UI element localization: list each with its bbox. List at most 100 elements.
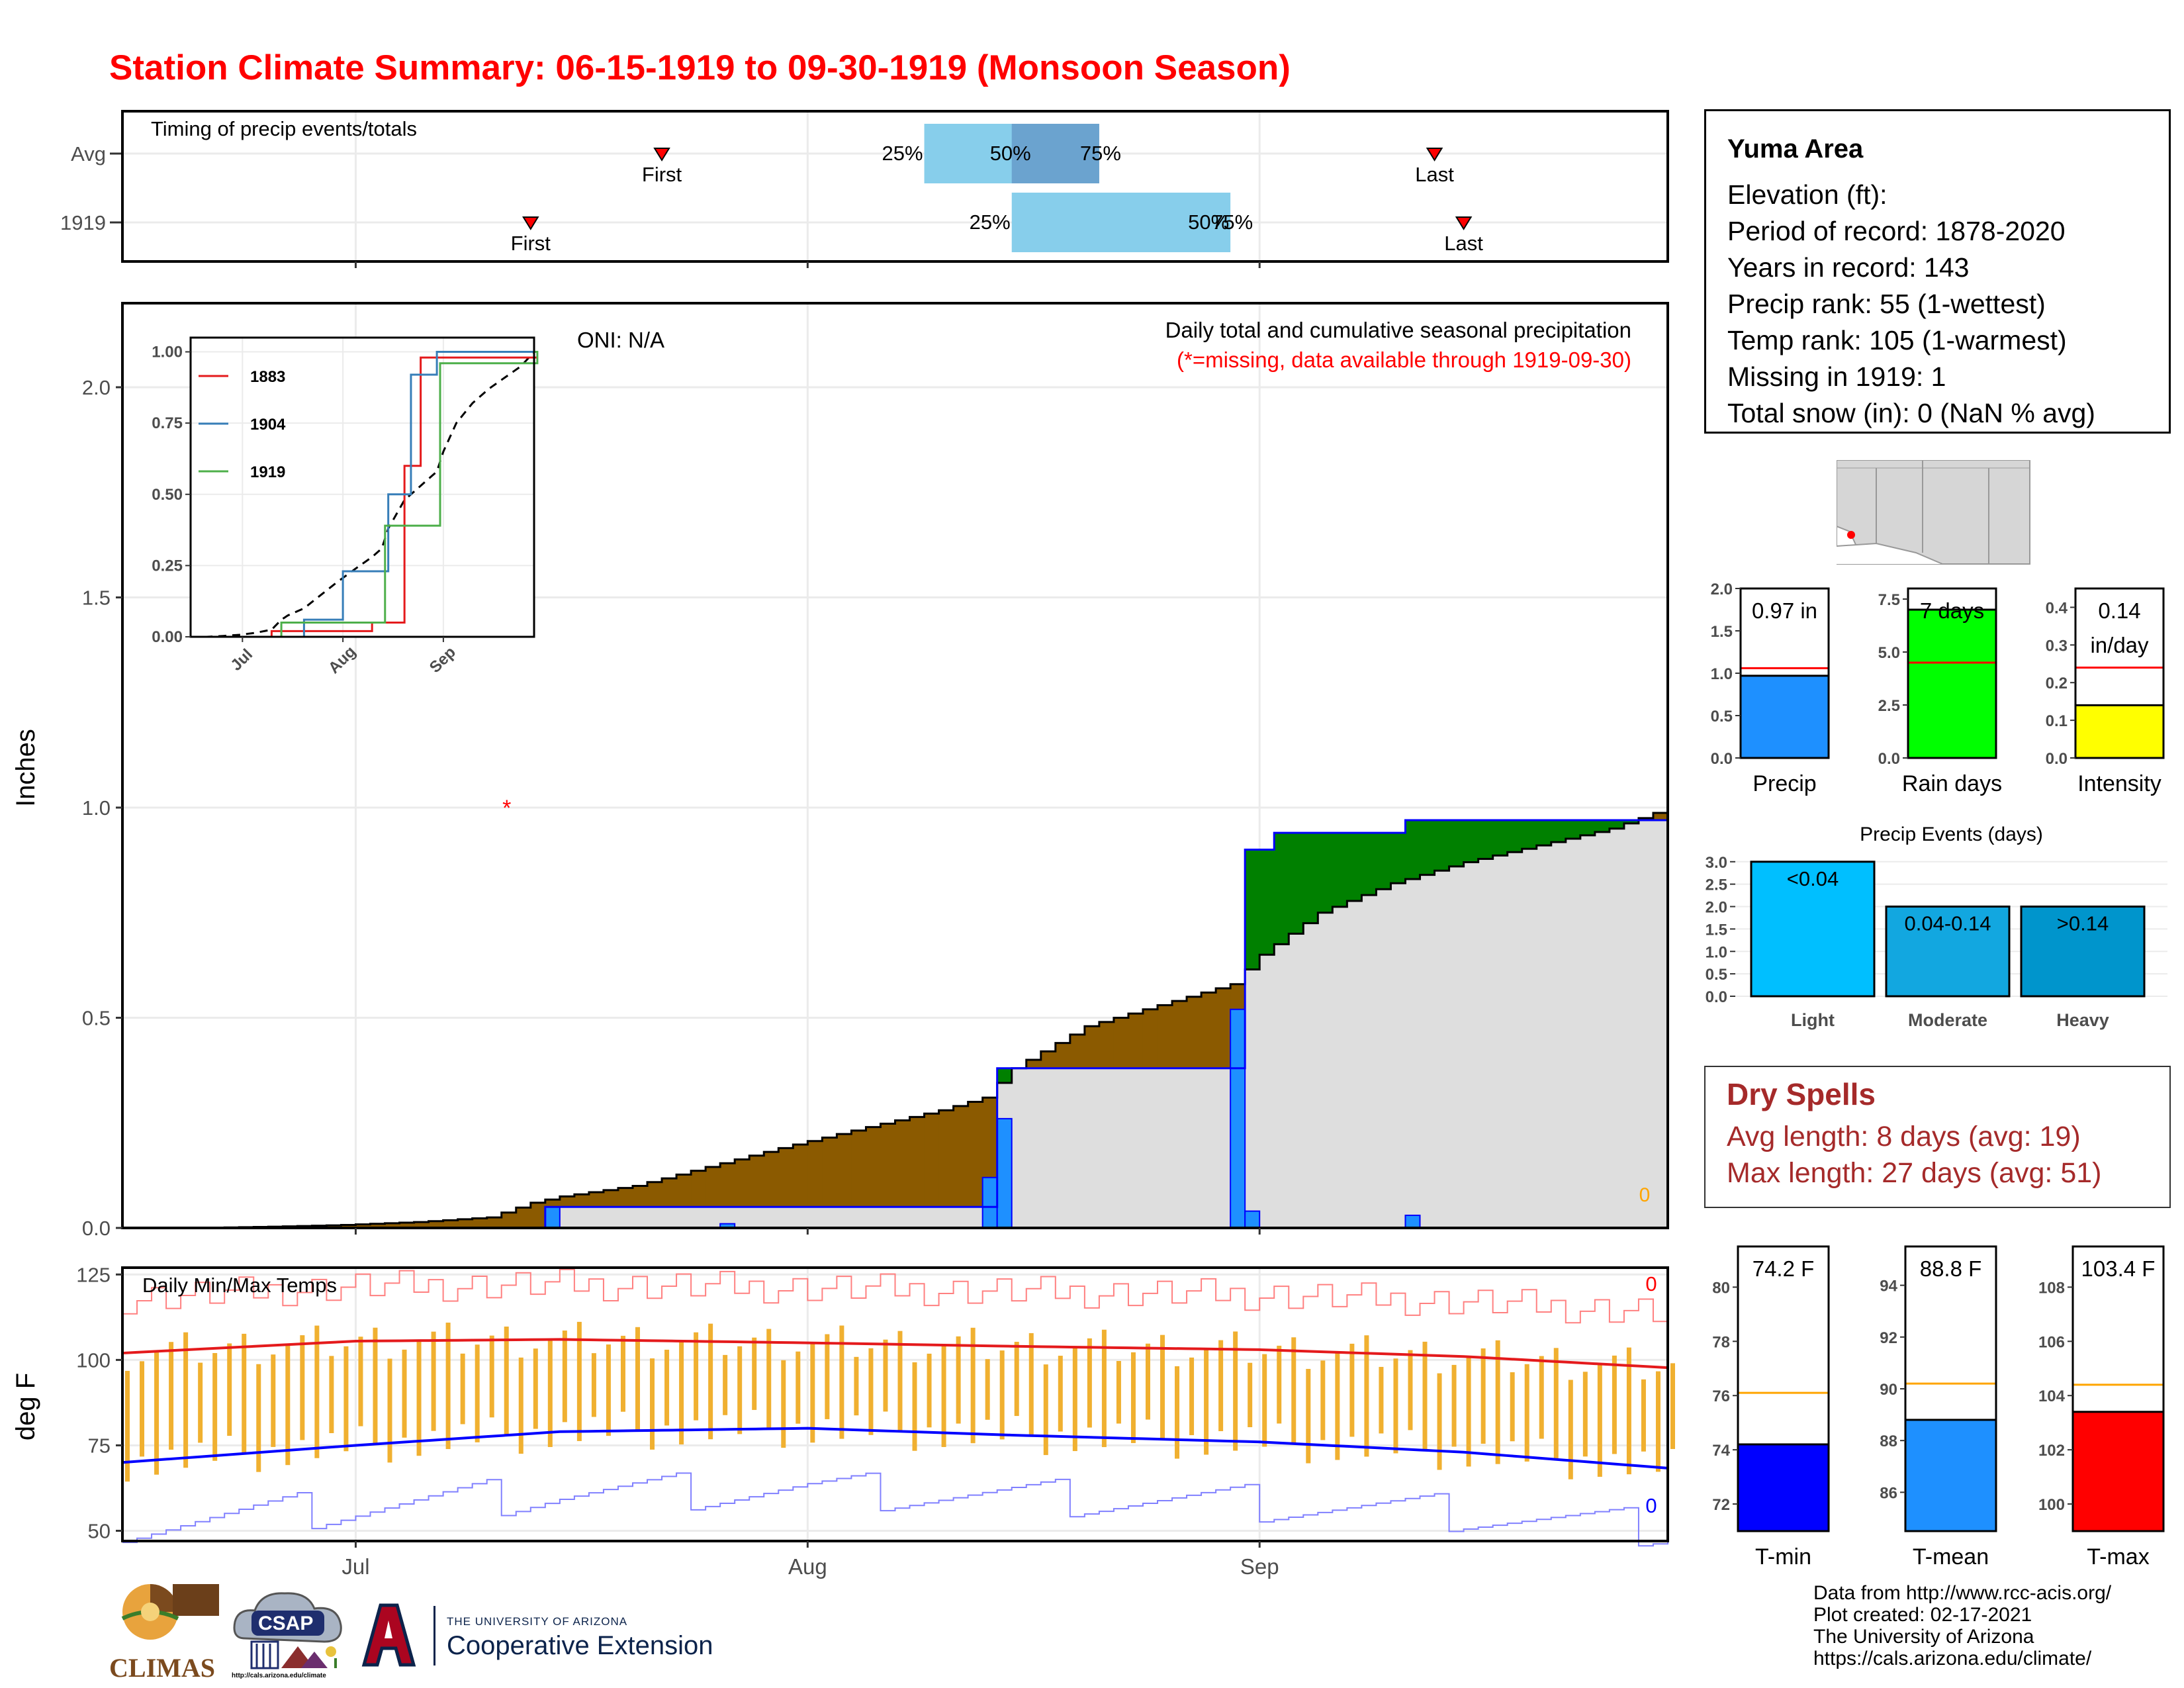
- precip-deficit-segment: [968, 1102, 983, 1207]
- precip-deficit-segment: [778, 1148, 794, 1207]
- summary-y-tick-label: 106: [2038, 1333, 2065, 1351]
- daily-temp-bar: [1335, 1352, 1340, 1460]
- daily-temp-bar: [825, 1334, 830, 1419]
- daily-temp-bar: [1014, 1342, 1019, 1417]
- daily-temp-bar: [504, 1327, 509, 1436]
- daily-temp-bar: [1189, 1357, 1195, 1436]
- timing-label: Timing of precip events/totals: [151, 117, 417, 140]
- events-y-tick-label: 2.0: [1706, 899, 1727, 917]
- temp-x-tick-label: Aug: [788, 1554, 827, 1579]
- temp-frame: [121, 1266, 1669, 1542]
- daily-temp-bar: [1641, 1379, 1646, 1452]
- precip-surplus-segment: [1434, 820, 1450, 871]
- daily-temp-bar: [1480, 1348, 1486, 1444]
- timing-row-label: 1919: [60, 211, 106, 234]
- inset-y-tick-label: 0.75: [152, 414, 183, 432]
- summary-value-label-2: in/day: [2090, 633, 2149, 657]
- record-high-count: 0: [1645, 1272, 1657, 1295]
- daily-temp-bar: [810, 1342, 815, 1443]
- summary-value-bar: [1907, 608, 1997, 759]
- precip-panel: * ONI: N/A Daily total and cumulative seas…: [11, 302, 1669, 1240]
- daily-temp-bar: [1058, 1356, 1063, 1432]
- precip-deficit-segment: [355, 1224, 371, 1228]
- events-y-tick-label: 1.0: [1706, 943, 1727, 961]
- inset-y-tick-label: 0.25: [152, 557, 183, 575]
- precip-surplus-segment: [1522, 820, 1537, 849]
- summary-category-label: Rain days: [1902, 771, 2002, 796]
- daily-temp-bar: [1510, 1372, 1515, 1442]
- ua-line1: THE UNIVERSITY OF ARIZONA: [447, 1615, 628, 1628]
- summary-y-tick-label: 74: [1712, 1442, 1730, 1460]
- summary-y-tick-label: 0.0: [1878, 750, 1900, 768]
- precip-rank-text: Precip rank: 55 (1-wettest): [1727, 289, 2046, 319]
- timing-1919-last-marker-icon: [1455, 216, 1473, 230]
- summary-y-tick-label: 0.0: [2046, 750, 2068, 768]
- temp-y-axis-label: deg F: [11, 1373, 40, 1440]
- precip-deficit-segment: [1026, 1060, 1042, 1068]
- precip-surplus-segment: [1405, 820, 1421, 879]
- summary-y-tick-label: 88: [1880, 1432, 1897, 1450]
- events-bar: [1750, 861, 1876, 998]
- daily-temp-bar: [1262, 1354, 1267, 1447]
- precip-deficit-segment: [662, 1178, 677, 1207]
- daily-temp-bar: [140, 1361, 145, 1457]
- temp-y-tick-label: 75: [88, 1434, 111, 1457]
- summary-value-label: 88.8 F: [1920, 1256, 1982, 1281]
- summary-y-tick-label: 2.0: [1711, 583, 1733, 598]
- events-bar-label: >0.14: [2057, 912, 2109, 935]
- inset-frame: [189, 336, 535, 638]
- daily-temp-bar: [985, 1359, 990, 1420]
- precip-deficit-segment: [559, 1196, 575, 1207]
- daily-temp-bar: [343, 1346, 349, 1452]
- timing-1919-last-label: Last: [1444, 232, 1483, 255]
- precip-surplus-segment: [1318, 833, 1333, 913]
- daily-temp-bar: [358, 1336, 363, 1427]
- events-bar-label: 0.04-0.14: [1905, 912, 1991, 935]
- temp-rank-text: Temp rank: 105 (1-warmest): [1727, 325, 2067, 355]
- precip-deficit-segment: [807, 1141, 823, 1207]
- precip-deficit-segment: [1084, 1026, 1100, 1068]
- precip-surplus-segment: [997, 1068, 1013, 1083]
- timing-avg-p25-label: 25%: [882, 142, 923, 165]
- csap-logo: CSAP http://cals.arizona.edu/climate: [232, 1585, 351, 1685]
- summary-y-tick-label: 104: [2038, 1387, 2066, 1405]
- station-info-box: Yuma Area Elevation (ft): Period of reco…: [1704, 109, 2171, 434]
- summary-y-tick-label: 0.1: [2046, 712, 2068, 730]
- daily-temp-bar: [1320, 1360, 1326, 1440]
- precip-surplus-segment: [1492, 820, 1508, 856]
- daily-temp-bar: [999, 1350, 1005, 1440]
- daily-temp-bar: [198, 1362, 203, 1443]
- summary-value-label: 0.14: [2098, 598, 2140, 623]
- events-y-tick-label: 2.5: [1706, 876, 1727, 894]
- avg-tmin-line: [122, 1427, 1668, 1470]
- precip-deficit-segment: [457, 1219, 473, 1228]
- summary-y-tick-label: 2.5: [1878, 697, 1900, 715]
- summary-value-bar: [2071, 1411, 2165, 1532]
- summary-y-tick-label: 1.5: [1711, 623, 1733, 641]
- daily-temp-bar: [1291, 1337, 1297, 1444]
- precip-deficit-segment: [443, 1220, 459, 1228]
- daily-temp-bar: [402, 1349, 407, 1438]
- daily-temp-bar: [373, 1327, 378, 1444]
- precip-deficit-segment: [617, 1188, 633, 1207]
- daily-temp-bar: [737, 1346, 743, 1434]
- daily-temp-bar: [1204, 1348, 1209, 1455]
- precip-deficit-segment: [705, 1166, 721, 1207]
- dry-spells-title: Dry Spells: [1727, 1077, 1876, 1111]
- summary-y-tick-label: 0.5: [1711, 708, 1733, 726]
- daily-temp-bar: [766, 1329, 772, 1429]
- precip-deficit-segment: [909, 1117, 925, 1207]
- precip-deficit-segment: [530, 1202, 546, 1228]
- daily-temp-bar: [242, 1333, 247, 1454]
- daily-temp-bar: [1670, 1363, 1675, 1449]
- summary-category-label: Intensity: [2077, 771, 2161, 796]
- precip-surplus-segment: [1303, 833, 1318, 923]
- precip-base-area: [122, 820, 1668, 1228]
- precip-deficit-segment: [385, 1223, 400, 1228]
- daily-temp-bar: [1087, 1338, 1092, 1428]
- daily-temp-bar: [1175, 1366, 1180, 1459]
- daily-temp-bar: [125, 1370, 130, 1482]
- precip-subtitle: Daily total and cumulative seasonal prec…: [1165, 318, 1631, 342]
- daily-temp-bar: [796, 1351, 801, 1424]
- daily-temp-bar: [1393, 1358, 1398, 1454]
